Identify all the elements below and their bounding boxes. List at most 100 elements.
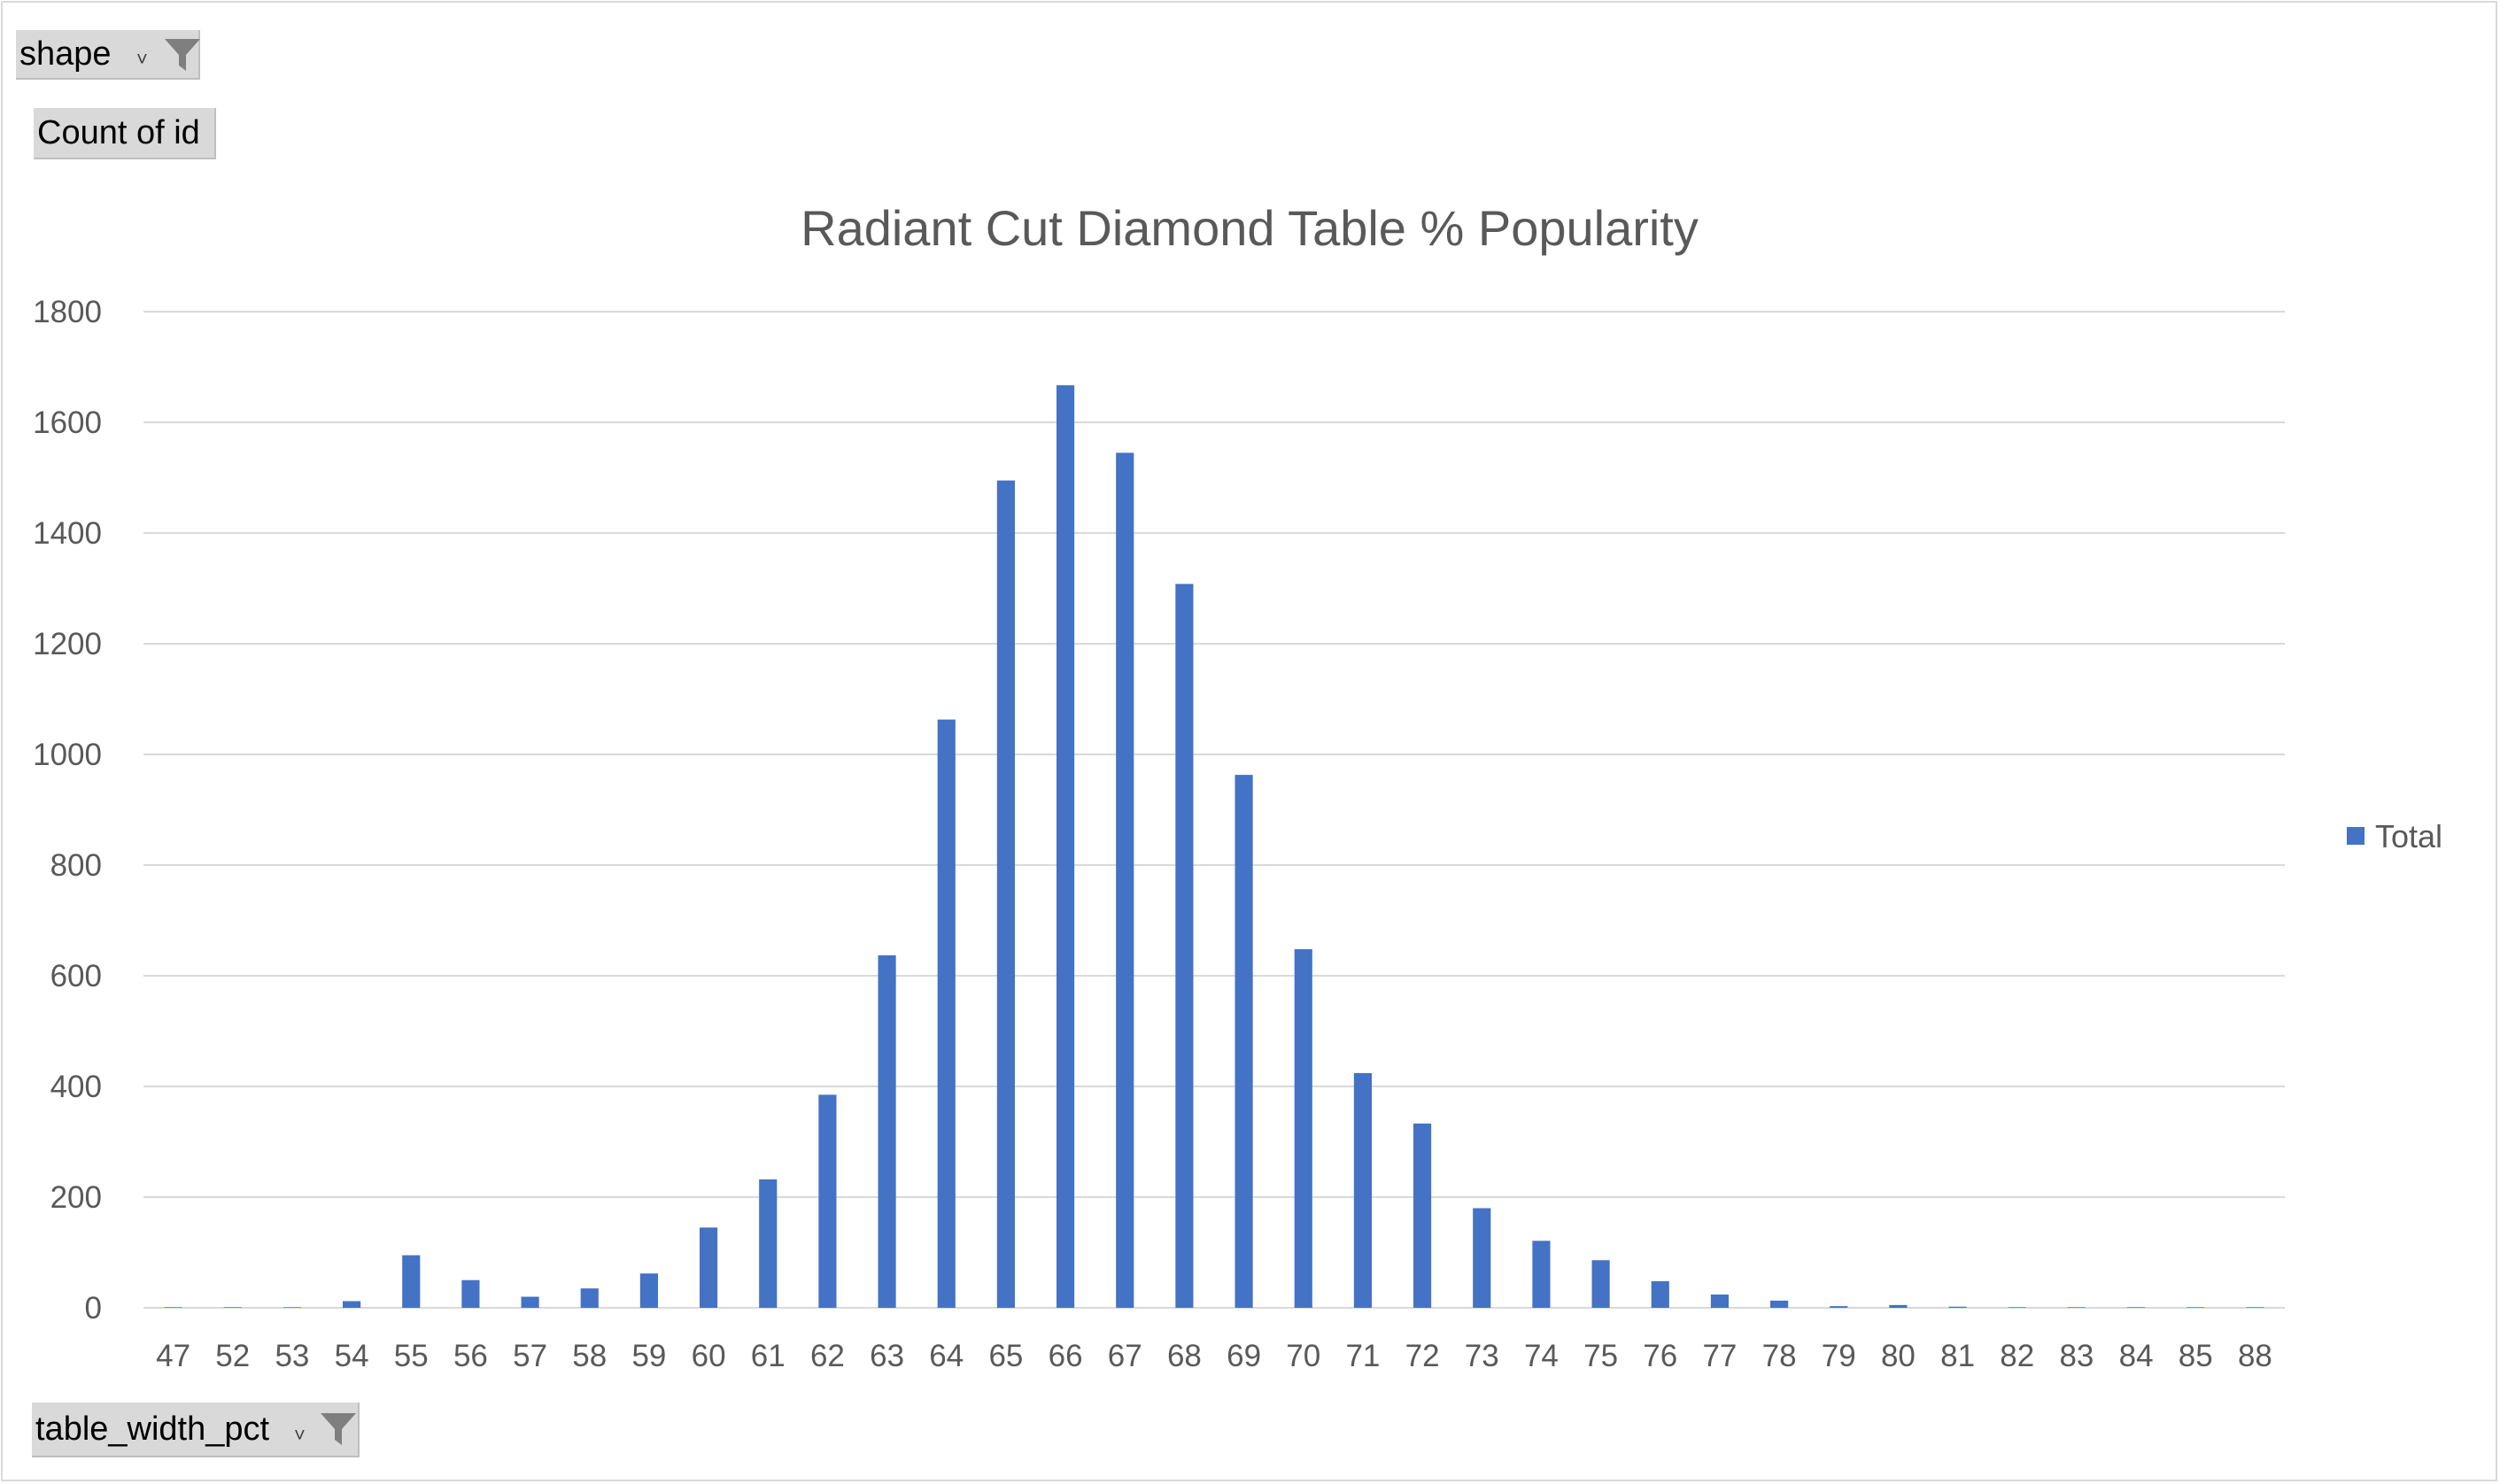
x-tick-label: 55	[394, 1339, 429, 1373]
legend: Total	[2347, 818, 2442, 854]
bar	[1353, 1073, 1372, 1308]
gridlines	[143, 311, 2285, 1309]
x-tick-label: 52	[215, 1339, 250, 1373]
y-axis-ticks: 0 200 400 600 800 1000 1200 1400 1600 1800	[33, 295, 102, 1326]
legend-label: Total	[2375, 818, 2442, 854]
bar	[2008, 1307, 2026, 1308]
bar	[580, 1288, 599, 1308]
x-tick-label: 80	[1881, 1339, 1916, 1373]
x-tick-label: 71	[1345, 1339, 1380, 1373]
x-tick-label: 84	[2119, 1339, 2154, 1373]
x-tick-label: 65	[988, 1339, 1023, 1373]
y-tick-label: 1200	[33, 627, 102, 661]
y-tick-label: 800	[50, 848, 102, 883]
bar	[639, 1273, 658, 1308]
filter-icon	[165, 39, 200, 71]
bar	[1591, 1260, 1610, 1308]
x-tick-label: 56	[453, 1339, 488, 1373]
filter-field-button[interactable]: shape ˅	[16, 30, 200, 80]
bar	[402, 1255, 421, 1308]
bar	[2246, 1307, 2264, 1308]
y-tick-label: 1000	[33, 738, 102, 772]
bar	[461, 1279, 480, 1308]
bar	[996, 480, 1015, 1308]
bar	[818, 1094, 837, 1308]
y-tick-label: 400	[50, 1070, 102, 1104]
x-tick-label: 79	[1822, 1339, 1856, 1373]
x-tick-label: 75	[1583, 1339, 1618, 1373]
bar	[759, 1179, 778, 1308]
x-tick-label: 73	[1465, 1339, 1499, 1373]
y-tick-label: 1600	[33, 406, 102, 440]
bar	[1948, 1306, 1967, 1308]
x-tick-label: 78	[1762, 1339, 1797, 1373]
x-tick-label: 70	[1286, 1339, 1320, 1373]
bar	[223, 1307, 242, 1308]
bar	[2067, 1307, 2086, 1308]
x-tick-label: 63	[870, 1339, 904, 1373]
dropdown-arrow-icon: ˅	[294, 1424, 306, 1446]
bar	[1116, 452, 1134, 1308]
y-tick-label: 600	[50, 959, 102, 993]
bar	[343, 1301, 361, 1308]
bars	[164, 385, 2264, 1308]
x-tick-label: 60	[692, 1339, 726, 1373]
bar	[1770, 1300, 1789, 1308]
x-axis-ticks: 47 52 53 54 55 56 57 58 59 60 61 62 63 64 65 66 67 68 69 70…	[156, 1339, 2272, 1373]
x-tick-label: 82	[2000, 1339, 2034, 1373]
bar	[878, 955, 896, 1308]
value-field-label: Count of id	[37, 113, 200, 151]
bar	[164, 1307, 182, 1308]
bar	[2127, 1307, 2146, 1308]
chart-title: Radiant Cut Diamond Table % Popularity	[801, 200, 1699, 256]
bar	[283, 1307, 301, 1308]
x-tick-label: 68	[1167, 1339, 1202, 1373]
x-tick-label: 81	[1940, 1339, 1975, 1373]
x-tick-label: 47	[156, 1339, 190, 1373]
y-tick-label: 1400	[33, 516, 102, 551]
x-tick-label: 66	[1049, 1339, 1083, 1373]
y-tick-label: 200	[50, 1180, 102, 1215]
x-tick-label: 67	[1108, 1339, 1142, 1373]
bar	[700, 1227, 718, 1308]
filter-icon	[321, 1413, 356, 1445]
axis-field-button[interactable]: table_width_pct ˅	[32, 1403, 360, 1457]
x-tick-label: 61	[751, 1339, 786, 1373]
bar	[937, 719, 956, 1308]
x-tick-label: 83	[2059, 1339, 2094, 1373]
x-tick-label: 76	[1643, 1339, 1677, 1373]
y-tick-label: 1800	[33, 295, 102, 329]
x-tick-label: 59	[631, 1339, 666, 1373]
x-tick-label: 57	[513, 1339, 547, 1373]
x-tick-label: 53	[275, 1339, 309, 1373]
value-field-button[interactable]: Count of id	[34, 108, 216, 159]
bar	[2187, 1307, 2205, 1308]
x-tick-label: 74	[1524, 1339, 1559, 1373]
bar	[1889, 1304, 1908, 1308]
bar	[1235, 775, 1253, 1308]
y-tick-label: 0	[85, 1291, 102, 1326]
filter-field-label: shape	[19, 35, 112, 73]
bar	[1413, 1123, 1432, 1308]
x-tick-label: 77	[1702, 1339, 1737, 1373]
x-tick-label: 69	[1227, 1339, 1261, 1373]
bar	[1294, 949, 1312, 1308]
x-tick-label: 64	[929, 1339, 964, 1373]
bar	[1651, 1281, 1669, 1308]
bar	[1175, 584, 1194, 1308]
x-tick-label: 88	[2238, 1339, 2272, 1373]
bar	[1473, 1208, 1491, 1308]
axis-field-label: table_width_pct	[35, 1410, 270, 1448]
x-tick-label: 72	[1405, 1339, 1440, 1373]
bar	[1532, 1241, 1551, 1308]
dropdown-arrow-icon: ˅	[136, 48, 148, 70]
x-tick-label: 62	[810, 1339, 845, 1373]
bar	[521, 1296, 539, 1308]
legend-swatch	[2347, 827, 2365, 845]
bar	[1830, 1306, 1848, 1308]
x-tick-label: 85	[2179, 1339, 2213, 1373]
bar	[1057, 385, 1075, 1308]
x-tick-label: 58	[572, 1339, 607, 1373]
x-tick-label: 54	[335, 1339, 369, 1373]
